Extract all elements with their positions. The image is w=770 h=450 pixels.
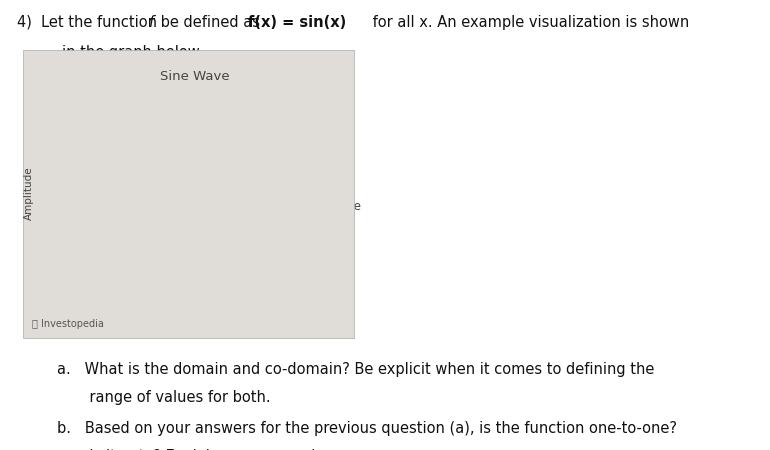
Text: f: f bbox=[149, 15, 155, 30]
Text: 4)  Let the function: 4) Let the function bbox=[17, 15, 162, 30]
Text: in the graph below.: in the graph below. bbox=[62, 45, 203, 60]
Text: Time: Time bbox=[332, 200, 361, 213]
Text: Sine Wave: Sine Wave bbox=[160, 70, 230, 83]
Text: a.   What is the domain and co-domain? Be explicit when it comes to defining the: a. What is the domain and co-domain? Be … bbox=[57, 362, 654, 377]
Text: range of values for both.: range of values for both. bbox=[57, 390, 270, 405]
Text: for all x. An example visualization is shown: for all x. An example visualization is s… bbox=[368, 15, 689, 30]
Text: Is it onto? Explain your reasoning.: Is it onto? Explain your reasoning. bbox=[57, 449, 339, 450]
Text: b.   Based on your answers for the previous question (a), is the function one-to: b. Based on your answers for the previou… bbox=[57, 421, 677, 436]
Text: be defined as: be defined as bbox=[156, 15, 264, 30]
Text: Amplitude: Amplitude bbox=[25, 166, 34, 220]
Text: −: − bbox=[40, 293, 51, 306]
Text: Ⓢ Investopedia: Ⓢ Investopedia bbox=[32, 320, 104, 329]
Text: +: + bbox=[40, 67, 51, 80]
Text: f(x) = sin(x): f(x) = sin(x) bbox=[248, 15, 346, 30]
